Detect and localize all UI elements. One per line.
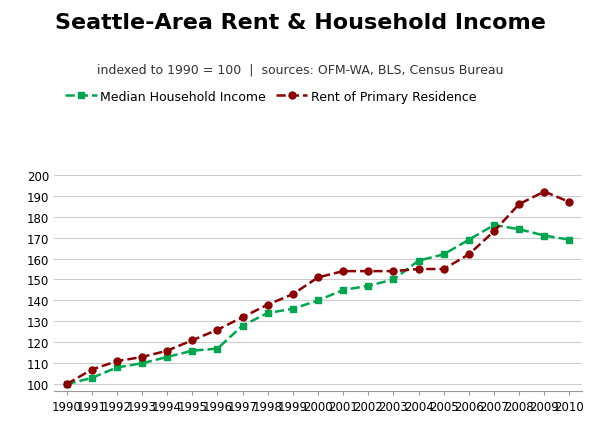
Median Household Income [314,298,322,303]
Text: Seattle-Area Rent & Household Income: Seattle-Area Rent & Household Income [55,13,545,33]
Rent of Primary Residence [465,252,472,257]
Median Household Income [465,237,472,243]
Median Household Income [239,323,246,329]
Rent of Primary Residence [139,355,146,360]
Median Household Income [340,288,347,293]
Median Household Income [490,223,497,228]
Rent of Primary Residence [365,269,372,274]
Rent of Primary Residence [541,190,548,195]
Line: Median Household Income: Median Household Income [63,222,573,388]
Median Household Income [264,311,271,316]
Rent of Primary Residence [390,269,397,274]
Rent of Primary Residence [88,367,95,372]
Rent of Primary Residence [515,202,523,207]
Rent of Primary Residence [63,382,70,387]
Median Household Income [440,252,448,257]
Line: Rent of Primary Residence: Rent of Primary Residence [63,189,573,388]
Rent of Primary Residence [289,292,296,297]
Rent of Primary Residence [566,200,573,205]
Rent of Primary Residence [214,327,221,332]
Median Household Income [113,365,121,370]
Text: indexed to 1990 = 100  |  sources: OFM-WA, BLS, Census Bureau: indexed to 1990 = 100 | sources: OFM-WA,… [97,63,503,76]
Median Household Income [390,277,397,283]
Rent of Primary Residence [490,229,497,234]
Rent of Primary Residence [188,338,196,343]
Median Household Income [289,306,296,312]
Rent of Primary Residence [164,349,171,354]
Median Household Income [365,283,372,289]
Median Household Income [214,346,221,352]
Median Household Income [164,355,171,360]
Median Household Income [139,361,146,366]
Rent of Primary Residence [440,267,448,272]
Median Household Income [566,237,573,243]
Rent of Primary Residence [314,275,322,280]
Legend: Median Household Income, Rent of Primary Residence: Median Household Income, Rent of Primary… [60,85,482,108]
Rent of Primary Residence [264,302,271,308]
Median Household Income [88,375,95,381]
Median Household Income [63,382,70,387]
Median Household Income [541,233,548,239]
Rent of Primary Residence [415,267,422,272]
Median Household Income [515,227,523,232]
Rent of Primary Residence [340,269,347,274]
Median Household Income [188,349,196,354]
Median Household Income [415,258,422,263]
Rent of Primary Residence [239,315,246,320]
Rent of Primary Residence [113,359,121,364]
